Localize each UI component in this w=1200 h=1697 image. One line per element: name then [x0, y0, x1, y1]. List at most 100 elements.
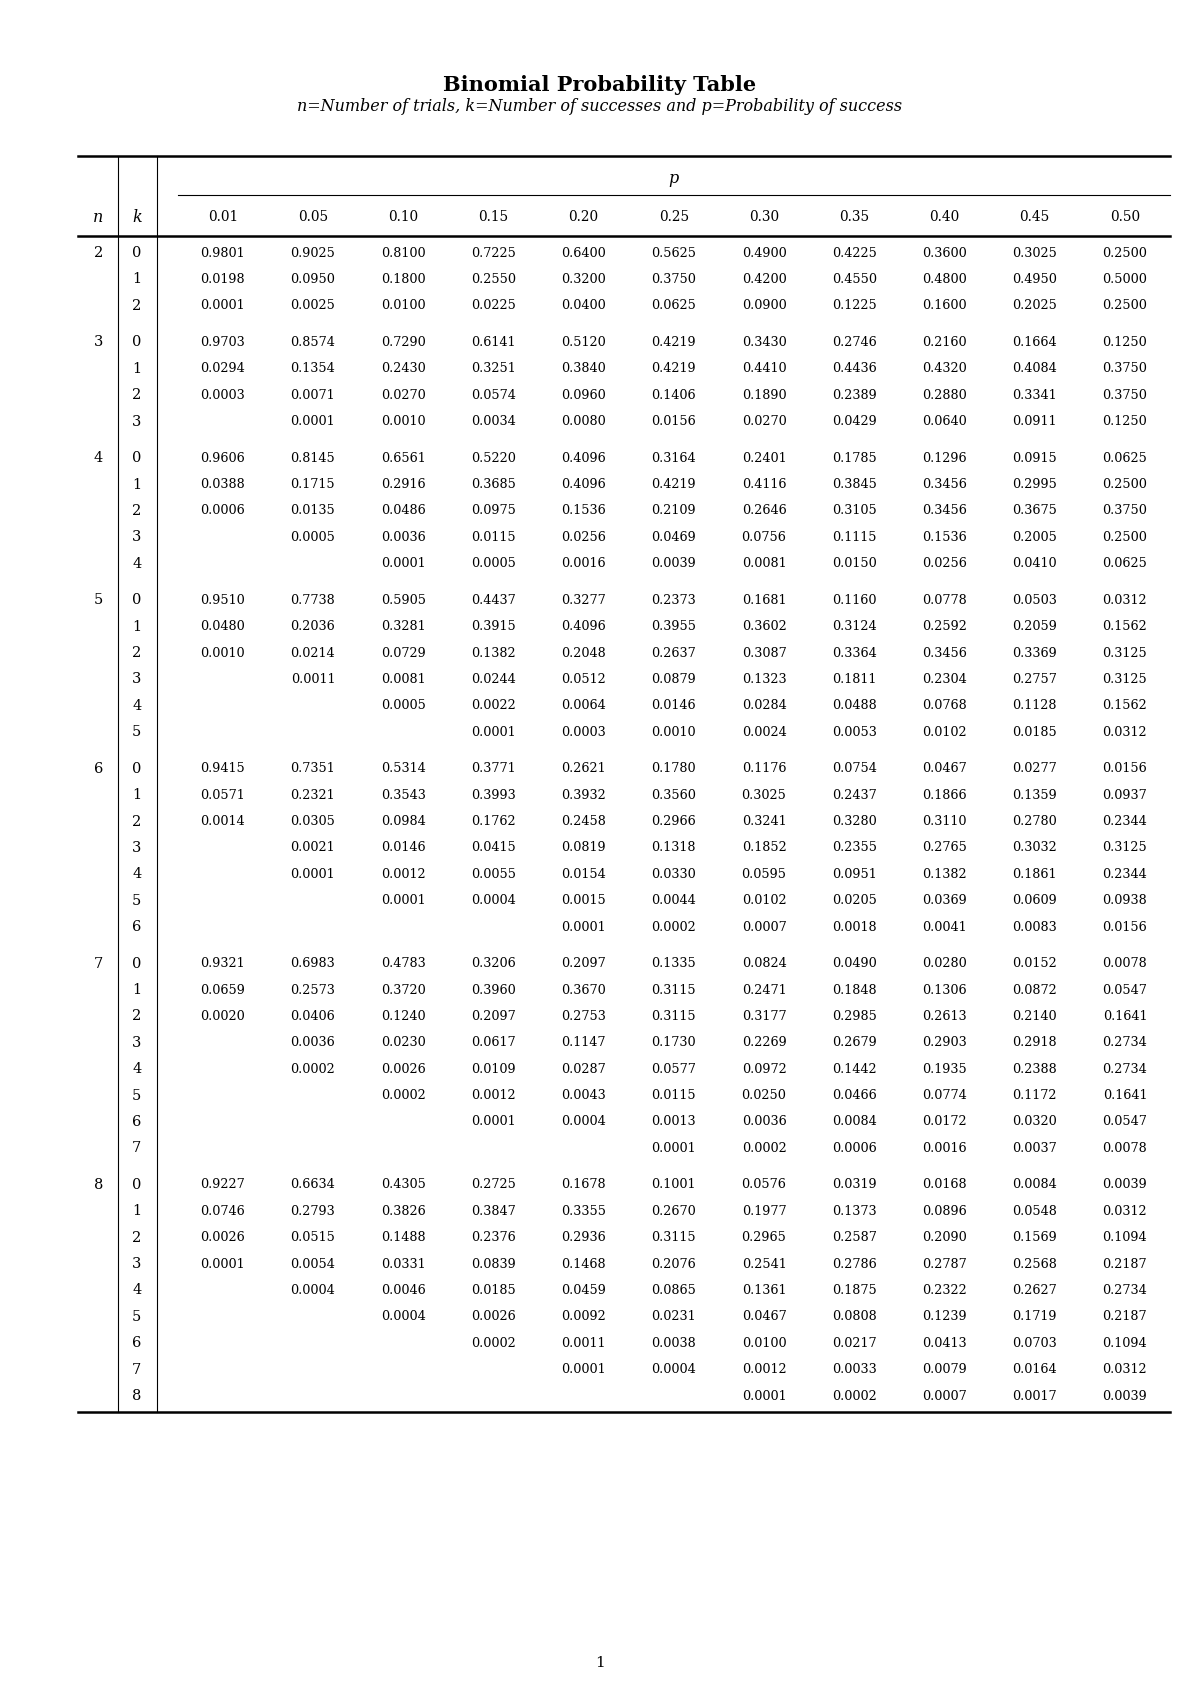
Text: 0.0036: 0.0036	[380, 531, 426, 543]
Text: 0.1681: 0.1681	[742, 594, 786, 608]
Text: 0.0388: 0.0388	[200, 479, 245, 490]
Text: 0.0911: 0.0911	[1013, 416, 1057, 428]
Text: 0.1250: 0.1250	[1103, 336, 1147, 350]
Text: 0.0025: 0.0025	[290, 299, 335, 312]
Text: k: k	[132, 209, 142, 226]
Text: 0.0024: 0.0024	[742, 726, 786, 738]
Text: 0.0002: 0.0002	[832, 1390, 877, 1402]
Text: 0.1240: 0.1240	[380, 1010, 426, 1023]
Text: 0.3670: 0.3670	[562, 984, 606, 996]
Text: 4: 4	[132, 557, 142, 570]
Text: 0.0004: 0.0004	[380, 1310, 426, 1324]
Text: 0.3125: 0.3125	[1103, 674, 1147, 686]
Text: 0.0001: 0.0001	[380, 557, 426, 570]
Text: 0.0079: 0.0079	[922, 1363, 967, 1376]
Text: 0.2985: 0.2985	[832, 1010, 877, 1023]
Text: 0.2388: 0.2388	[1013, 1062, 1057, 1076]
Text: 0.2746: 0.2746	[832, 336, 877, 350]
Text: 0.0503: 0.0503	[1013, 594, 1057, 608]
Text: 0.0312: 0.0312	[1103, 726, 1147, 738]
Text: 0.3115: 0.3115	[652, 984, 696, 996]
Text: 5: 5	[132, 1088, 142, 1103]
Text: 0.0294: 0.0294	[200, 361, 245, 375]
Text: 0.1488: 0.1488	[380, 1232, 426, 1244]
Text: 0.0547: 0.0547	[1103, 984, 1147, 996]
Text: 0.0007: 0.0007	[922, 1390, 967, 1402]
Text: 0.8574: 0.8574	[290, 336, 335, 350]
Text: 0.30: 0.30	[749, 210, 779, 224]
Text: 0.0576: 0.0576	[742, 1178, 786, 1191]
Text: 0.1361: 0.1361	[742, 1285, 786, 1297]
Text: 0.0039: 0.0039	[1103, 1390, 1147, 1402]
Text: 4: 4	[94, 451, 103, 465]
Text: 0.0020: 0.0020	[200, 1010, 245, 1023]
Text: 0.2160: 0.2160	[922, 336, 967, 350]
Text: 0.2500: 0.2500	[1103, 479, 1147, 490]
Text: 0.1160: 0.1160	[832, 594, 876, 608]
Text: 3: 3	[132, 414, 142, 429]
Text: 0.2541: 0.2541	[742, 1257, 786, 1271]
Text: 6: 6	[94, 762, 103, 776]
Text: 2: 2	[132, 1230, 142, 1244]
Text: 0.2936: 0.2936	[562, 1232, 606, 1244]
Text: 0.6983: 0.6983	[290, 957, 335, 971]
Text: 0.4900: 0.4900	[742, 246, 786, 260]
Text: 0.1977: 0.1977	[742, 1205, 786, 1218]
Text: 0.0808: 0.0808	[832, 1310, 877, 1324]
Text: 0.0083: 0.0083	[1013, 920, 1057, 933]
Text: 0.1536: 0.1536	[922, 531, 967, 543]
Text: 0.3456: 0.3456	[922, 504, 967, 518]
Text: 0.0006: 0.0006	[832, 1142, 877, 1156]
Text: 0.0084: 0.0084	[1013, 1178, 1057, 1191]
Text: 0.2918: 0.2918	[1013, 1037, 1057, 1049]
Text: 0.2344: 0.2344	[1103, 867, 1147, 881]
Text: 0.0214: 0.0214	[290, 647, 335, 660]
Text: 0.4219: 0.4219	[652, 479, 696, 490]
Text: 0.8100: 0.8100	[380, 246, 426, 260]
Text: 0.0486: 0.0486	[380, 504, 426, 518]
Text: 0.1935: 0.1935	[922, 1062, 967, 1076]
Text: 0.2269: 0.2269	[742, 1037, 786, 1049]
Text: 0.2734: 0.2734	[1103, 1062, 1147, 1076]
Text: 0.5314: 0.5314	[380, 762, 426, 776]
Text: 0.0039: 0.0039	[652, 557, 696, 570]
Text: 3: 3	[132, 672, 142, 686]
Text: 0.2734: 0.2734	[1103, 1285, 1147, 1297]
Text: 0.0102: 0.0102	[742, 894, 786, 908]
Text: 0.0320: 0.0320	[1013, 1115, 1057, 1129]
Text: 0.1852: 0.1852	[742, 842, 786, 854]
Text: 0.1176: 0.1176	[742, 762, 786, 776]
Text: 0.0331: 0.0331	[380, 1257, 426, 1271]
Text: 0.6634: 0.6634	[290, 1178, 335, 1191]
Text: 0.3845: 0.3845	[832, 479, 877, 490]
Text: 0.0080: 0.0080	[562, 416, 606, 428]
Text: 0.1569: 0.1569	[1013, 1232, 1057, 1244]
Text: 0.2076: 0.2076	[652, 1257, 696, 1271]
Text: 5: 5	[132, 725, 142, 740]
Text: 0.2592: 0.2592	[922, 619, 967, 633]
Text: 0.0001: 0.0001	[562, 920, 606, 933]
Text: 3: 3	[94, 336, 103, 350]
Text: 0.0038: 0.0038	[652, 1337, 696, 1349]
Text: n=Number of trials, k=Number of successes and p=Probability of success: n=Number of trials, k=Number of successe…	[298, 98, 902, 115]
Text: 0.1848: 0.1848	[832, 984, 876, 996]
Text: 0.2437: 0.2437	[832, 789, 877, 801]
Text: 0.2500: 0.2500	[1103, 531, 1147, 543]
Text: 0.0280: 0.0280	[922, 957, 967, 971]
Text: 0.6141: 0.6141	[472, 336, 516, 350]
Text: 0.3771: 0.3771	[472, 762, 516, 776]
Text: 0.2471: 0.2471	[742, 984, 786, 996]
Text: 0.3206: 0.3206	[470, 957, 516, 971]
Text: 0.45: 0.45	[1020, 210, 1050, 224]
Text: 0.1001: 0.1001	[652, 1178, 696, 1191]
Text: 0.0284: 0.0284	[742, 699, 786, 713]
Text: 0.3750: 0.3750	[1103, 361, 1147, 375]
Text: 0.50: 0.50	[1110, 210, 1140, 224]
Text: 0.4436: 0.4436	[832, 361, 877, 375]
Text: 0.1730: 0.1730	[652, 1037, 696, 1049]
Text: 0.0026: 0.0026	[470, 1310, 516, 1324]
Text: 7: 7	[94, 957, 103, 971]
Text: 0.0225: 0.0225	[470, 299, 516, 312]
Text: 0.0729: 0.0729	[380, 647, 426, 660]
Text: 1: 1	[132, 787, 142, 803]
